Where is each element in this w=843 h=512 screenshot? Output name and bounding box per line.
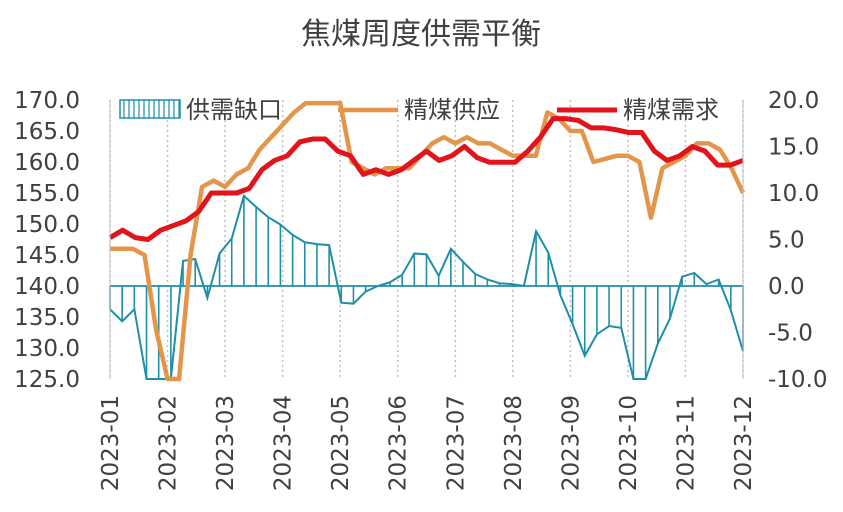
y-right-tick-label: -10.0 [768, 367, 828, 393]
y-left-tick-label: 130.0 [14, 336, 80, 362]
x-tick-label: 2023-11 [673, 395, 699, 491]
legend-label-gap: 供需缺口 [186, 96, 282, 124]
y-right-tick-label: 20.0 [768, 88, 819, 114]
x-tick-label: 2023-05 [328, 395, 354, 491]
y-left-tick-label: 145.0 [14, 243, 80, 269]
x-tick-label: 2023-10 [616, 395, 642, 491]
x-tick-label: 2023-01 [98, 395, 124, 491]
x-tick-label: 2023-12 [731, 395, 757, 491]
gap-outline [109, 193, 744, 380]
legend-label-demand: 精煤需求 [623, 96, 719, 124]
y-left-tick-label: 125.0 [14, 367, 80, 393]
x-tick-label: 2023-09 [558, 395, 584, 491]
chart-title: 焦煤周度供需平衡 [301, 17, 541, 52]
x-tick-label: 2023-03 [213, 395, 239, 491]
y-right-tick-label: 0.0 [768, 274, 805, 300]
x-tick-label: 2023-02 [156, 395, 182, 491]
y-right-tick-label: 5.0 [768, 228, 805, 254]
gap-bars [109, 193, 744, 380]
legend-label-supply: 精煤供应 [404, 96, 500, 124]
y-left-tick-label: 170.0 [14, 88, 80, 114]
series-lines [108, 100, 746, 382]
y-right-tick-label: 15.0 [768, 135, 819, 161]
left-axis: 170.0 165.0 160.0 155.0 150.0 145.0 140.0 135.0… [14, 88, 80, 393]
legend: 供需缺口 精煤供应 精煤需求 [119, 96, 719, 124]
x-tick-label: 2023-04 [271, 395, 297, 491]
demand-line [108, 116, 744, 242]
x-tick-label: 2023-07 [443, 395, 469, 491]
y-right-tick-label: -5.0 [768, 321, 813, 347]
x-axis: 2023-01 2023-02 2023-03 2023-04 2023-05 2023-… [98, 100, 757, 491]
y-left-tick-label: 155.0 [14, 181, 80, 207]
y-left-tick-label: 160.0 [14, 150, 80, 176]
y-right-tick-label: 10.0 [768, 181, 819, 207]
y-left-tick-label: 150.0 [14, 212, 80, 238]
y-left-tick-label: 135.0 [14, 305, 80, 331]
x-tick-label: 2023-06 [386, 395, 412, 491]
legend-swatch-gap [119, 99, 181, 119]
y-left-tick-label: 140.0 [14, 274, 80, 300]
y-left-tick-label: 165.0 [14, 119, 80, 145]
x-tick-label: 2023-08 [501, 395, 527, 491]
right-axis: 20.0 15.0 10.0 5.0 0.0 -5.0 -10.0 [768, 88, 828, 393]
